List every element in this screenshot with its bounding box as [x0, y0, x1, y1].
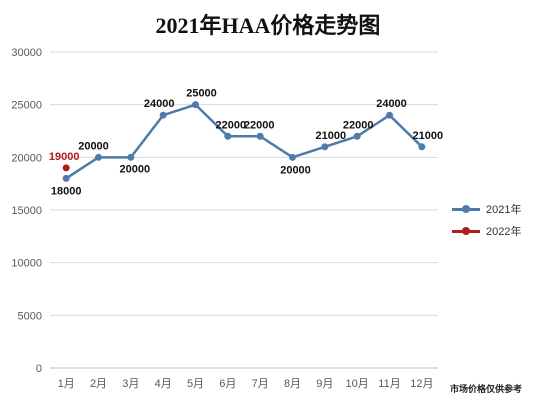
- y-tick-label-20000: 20000: [11, 152, 42, 164]
- data-label-2021-3: 20000: [120, 163, 151, 175]
- x-tick-label-9: 9月: [316, 378, 333, 390]
- data-point-s0-1: [62, 174, 70, 182]
- data-point-s0-4: [159, 111, 167, 119]
- legend-item-2021: 2021年: [452, 198, 521, 220]
- data-label-2021-9: 21000: [316, 130, 347, 142]
- series-line-0: [65, 103, 423, 180]
- data-label-2022-1: 19000: [49, 151, 80, 163]
- y-tick-label-0: 0: [36, 363, 42, 375]
- legend-label-2022: 2022年: [486, 226, 522, 238]
- x-tick-label-11: 11月: [378, 378, 400, 390]
- data-point-s0-8: [289, 153, 296, 161]
- data-point-s0-5: [192, 101, 199, 109]
- footnote: 市场价格仅供参考: [449, 384, 522, 394]
- data-label-2021-4: 24000: [144, 98, 175, 110]
- data-label-2021-7: 22000: [244, 119, 275, 131]
- y-tick-label-10000: 10000: [11, 258, 42, 270]
- legend-label-2021: 2021年: [486, 204, 522, 216]
- legend-swatch-2021: [452, 204, 480, 214]
- x-tick-label-7: 7月: [252, 378, 269, 390]
- x-tick-label-1: 1月: [58, 378, 75, 390]
- data-label-2021-6: 22000: [216, 119, 247, 131]
- x-tick-label-5: 5月: [187, 378, 204, 390]
- chart-title: 2021年HAA价格走势图: [155, 13, 381, 38]
- y-tick-label-25000: 25000: [11, 100, 42, 112]
- data-point-s0-6: [224, 132, 232, 140]
- y-tick-label-15000: 15000: [11, 205, 42, 217]
- data-point-s0-2: [95, 153, 102, 161]
- x-tick-label-12: 12月: [410, 378, 433, 390]
- y-tick-label-5000: 5000: [18, 310, 42, 322]
- data-label-2021-12: 21000: [413, 130, 444, 142]
- x-tick-label-10: 10月: [346, 378, 369, 390]
- data-label-2021-2: 20000: [78, 140, 109, 152]
- data-label-2021-1: 18000: [51, 185, 82, 197]
- data-label-2021-8: 20000: [280, 164, 311, 176]
- data-point-s1-1: [62, 164, 70, 172]
- data-point-s0-7: [256, 132, 264, 140]
- data-point-s0-11: [386, 111, 393, 119]
- data-label-2021-5: 25000: [186, 88, 217, 100]
- data-label-2021-11: 24000: [376, 98, 407, 110]
- x-tick-label-6: 6月: [219, 378, 236, 390]
- x-tick-label-4: 4月: [155, 378, 172, 390]
- data-point-s0-9: [321, 143, 329, 151]
- legend: 2021年 2022年: [452, 198, 521, 242]
- legend-swatch-2022: [452, 226, 480, 236]
- x-tick-label-2: 2月: [90, 378, 107, 390]
- y-tick-label-30000: 30000: [11, 47, 42, 59]
- x-tick-label-3: 3月: [122, 378, 139, 390]
- data-label-2021-10: 22000: [343, 119, 374, 131]
- data-point-s0-3: [127, 153, 135, 161]
- data-point-s0-10: [353, 132, 361, 140]
- x-tick-label-8: 8月: [284, 378, 301, 390]
- legend-item-2022: 2022年: [452, 220, 521, 242]
- data-point-s0-12: [418, 143, 426, 151]
